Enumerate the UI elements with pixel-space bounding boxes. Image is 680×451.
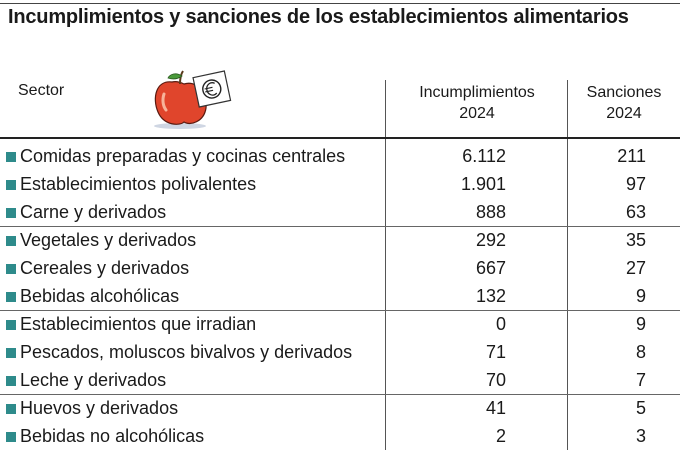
sanciones-value: 211 xyxy=(617,146,646,166)
row-marker-icon xyxy=(6,152,16,162)
sanciones-value: 27 xyxy=(625,258,646,278)
header-sector: Sector xyxy=(18,82,65,99)
table-row: Pescados, moluscos bivalvos y derivados 7… xyxy=(0,339,680,367)
row-marker-icon xyxy=(6,264,16,274)
sanciones-value: 7 xyxy=(635,370,646,390)
row-marker-icon xyxy=(6,208,16,218)
incumplimientos-value: 0 xyxy=(495,314,506,334)
sanciones-value: 9 xyxy=(635,314,646,334)
sanciones-value: 5 xyxy=(635,398,646,418)
incumplimientos-value: 132 xyxy=(475,286,506,306)
row-marker-icon xyxy=(6,432,16,442)
table-row: Bebidas alcohólicas 132 9 xyxy=(0,283,680,311)
row-marker-icon xyxy=(6,348,16,358)
header-sanciones: Sanciones 2024 xyxy=(586,84,662,122)
row-marker-icon xyxy=(6,376,16,386)
row-marker-icon xyxy=(6,236,16,246)
sector-label: Bebidas no alcohólicas xyxy=(20,426,205,446)
sector-label: Establecimientos polivalentes xyxy=(20,174,257,194)
sanciones-value: 9 xyxy=(635,286,646,306)
incumplimientos-value: 888 xyxy=(475,202,506,222)
sector-label: Carne y derivados xyxy=(20,202,167,222)
incumplimientos-value: 6.112 xyxy=(462,146,506,166)
table-row: Vegetales y derivados 292 35 xyxy=(0,226,680,255)
table-row: Comidas preparadas y cocinas centrales 6.… xyxy=(0,143,680,171)
header-rule xyxy=(0,137,680,139)
sector-label: Huevos y derivados xyxy=(20,398,179,418)
row-marker-icon xyxy=(6,180,16,190)
title-rule xyxy=(0,3,680,4)
table-row: Establecimientos polivalentes 1.901 97 xyxy=(0,171,680,199)
incumplimientos-value: 71 xyxy=(485,342,506,362)
sanciones-value: 35 xyxy=(625,230,646,250)
sector-label: Vegetales y derivados xyxy=(20,230,197,250)
sector-label: Leche y derivados xyxy=(20,370,167,390)
column-divider xyxy=(385,80,386,450)
incumplimientos-value: 70 xyxy=(485,370,506,390)
sanciones-value: 3 xyxy=(635,426,646,446)
table-row: Carne y derivados 888 63 xyxy=(0,199,680,227)
incumplimientos-value: 1.901 xyxy=(460,174,506,194)
table-body: Comidas preparadas y cocinas centrales 6.… xyxy=(0,143,680,451)
row-marker-icon xyxy=(6,292,16,302)
row-marker-icon xyxy=(6,404,16,414)
header-incumplimientos: Incumplimientos 2024 xyxy=(419,84,535,122)
table-row: Huevos y derivados 41 5 xyxy=(0,394,680,423)
sector-label: Bebidas alcohólicas xyxy=(20,286,180,306)
column-divider xyxy=(567,80,568,450)
row-marker-icon xyxy=(6,320,16,330)
sanciones-value: 63 xyxy=(625,202,646,222)
incumplimientos-value: 41 xyxy=(485,398,506,418)
sector-label: Cereales y derivados xyxy=(20,258,190,278)
sector-label: Comidas preparadas y cocinas centrales xyxy=(20,146,346,166)
incumplimientos-value: 667 xyxy=(475,258,506,278)
incumplimientos-value: 292 xyxy=(475,230,506,250)
sector-label: Establecimientos que irradian xyxy=(20,314,257,334)
table-header: Sector Incumplimientos 2024 Sanciones 20… xyxy=(0,72,680,138)
sector-label: Pescados, moluscos bivalvos y derivados xyxy=(20,342,353,362)
sanciones-value: 97 xyxy=(625,174,646,194)
table-row: Cereales y derivados 667 27 xyxy=(0,255,680,283)
incumplimientos-value: 2 xyxy=(495,426,506,446)
apple-euro-icon xyxy=(154,70,232,129)
chart-title: Incumplimientos y sanciones de los estab… xyxy=(8,6,629,28)
table-row: Leche y derivados 70 7 xyxy=(0,367,680,395)
table-row: Establecimientos que irradian 0 9 xyxy=(0,310,680,339)
table-row: Bebidas no alcohólicas 2 3 xyxy=(0,423,680,451)
sanciones-value: 8 xyxy=(635,342,646,362)
